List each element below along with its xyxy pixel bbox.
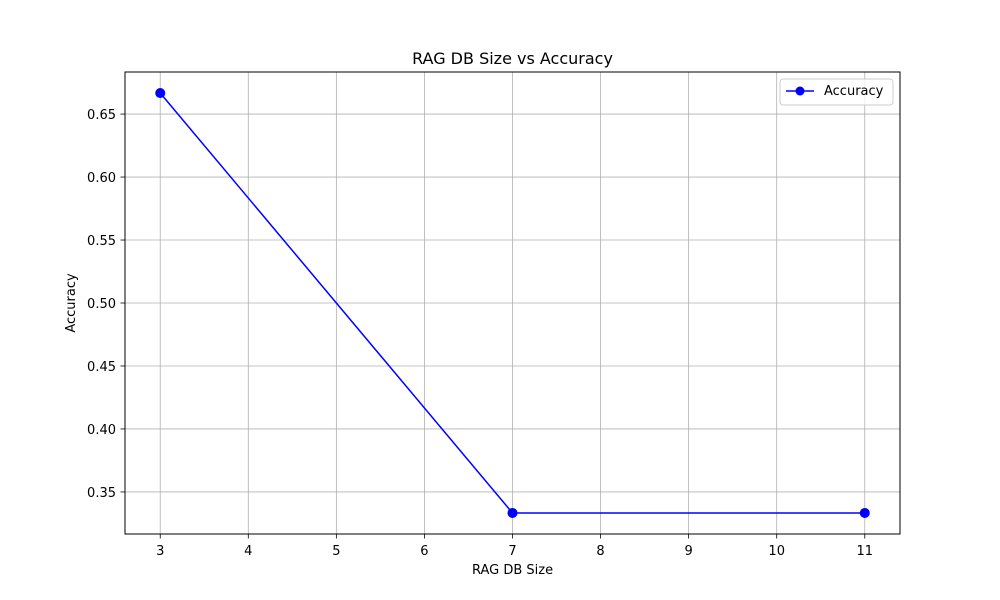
y-tick-label: 0.65 [87, 108, 116, 123]
data-point [507, 507, 518, 518]
y-tick-label: 0.55 [87, 234, 116, 249]
data-point [859, 507, 870, 518]
x-axis-ticks: 3 4 5 6 7 8 9 10 11 [156, 534, 873, 559]
y-axis-ticks: 0.35 0.40 0.45 0.50 0.55 0.60 0.65 [87, 108, 125, 501]
y-axis-label: Accuracy [64, 273, 79, 333]
x-tick-label: 4 [244, 544, 252, 559]
x-tick-label: 11 [856, 544, 873, 559]
chart-title: RAG DB Size vs Accuracy [412, 49, 613, 68]
y-tick-label: 0.60 [87, 171, 116, 186]
x-tick-label: 7 [508, 544, 516, 559]
legend-marker-swatch [795, 86, 805, 96]
y-tick-label: 0.45 [87, 360, 116, 375]
y-tick-label: 0.50 [87, 297, 116, 312]
y-tick-label: 0.40 [87, 423, 116, 438]
data-point [155, 88, 166, 99]
x-tick-label: 10 [768, 544, 785, 559]
x-tick-label: 6 [420, 544, 428, 559]
x-tick-label: 5 [332, 544, 340, 559]
legend: Accuracy [779, 78, 894, 106]
y-tick-label: 0.35 [87, 486, 116, 501]
x-axis-label: RAG DB Size [472, 563, 553, 578]
x-tick-label: 8 [596, 544, 604, 559]
grid-lines [125, 72, 900, 534]
legend-label-accuracy: Accuracy [824, 84, 884, 99]
legend-box [779, 78, 894, 106]
series-layer [155, 88, 870, 518]
x-tick-label: 9 [684, 544, 692, 559]
x-tick-label: 3 [156, 544, 164, 559]
